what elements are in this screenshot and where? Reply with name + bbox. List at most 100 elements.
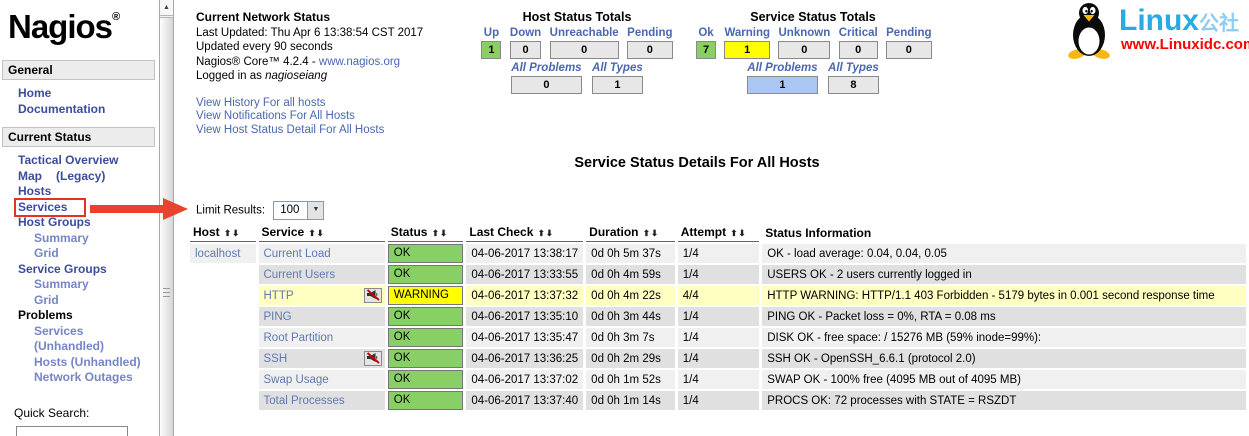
- sidebar-item-service-groups[interactable]: Service Groups: [18, 261, 107, 276]
- status-information: OK - load average: 0.04, 0.04, 0.05: [762, 244, 1246, 263]
- sidebar-item-servicegroup-summary[interactable]: Summary: [34, 277, 89, 291]
- host-down-link[interactable]: Down: [509, 27, 542, 39]
- quick-search-input[interactable]: [16, 425, 128, 436]
- service-link[interactable]: PING: [258, 307, 385, 326]
- host-all-types-count[interactable]: 1: [592, 76, 643, 94]
- limit-results: Limit Results: 100 ▼: [196, 201, 325, 220]
- brand-url[interactable]: www.Linuxidc.com: [1121, 36, 1249, 53]
- last-check: 04-06-2017 13:35:47: [466, 328, 584, 347]
- attempt: 1/4: [677, 244, 760, 263]
- table-row: Swap Usage OK 04-06-2017 13:37:02 0d 0h …: [190, 370, 1246, 389]
- attempt: 1/4: [677, 370, 760, 389]
- host-status-totals: Host Status Totals Up 1 Down 0 Unreachable…: [464, 10, 690, 94]
- sidebar-item-network-outages[interactable]: Network Outages: [34, 370, 133, 384]
- sort-descending-icon[interactable]: ⬇: [232, 228, 240, 238]
- service-all-types-link[interactable]: All Types: [828, 62, 879, 74]
- service-link[interactable]: HTTP: [258, 286, 385, 305]
- sidebar-item-host-groups[interactable]: Host Groups: [18, 215, 91, 229]
- view-host-status-link[interactable]: View Host Status Detail For All Hosts: [196, 123, 385, 136]
- scrollbar-thumb[interactable]: [160, 17, 173, 436]
- service-critical-count[interactable]: 0: [838, 41, 878, 59]
- host-down-count[interactable]: 0: [509, 41, 542, 59]
- sort-ascending-icon[interactable]: ⬆: [224, 228, 232, 238]
- host-pending-link[interactable]: Pending: [627, 27, 673, 39]
- sidebar-item-map-legacy[interactable]: Map (Legacy): [18, 168, 106, 183]
- service-unknown-link[interactable]: Unknown: [778, 27, 831, 39]
- service-ok-link[interactable]: Ok: [698, 27, 714, 39]
- sort-ascending-icon[interactable]: ⬆: [431, 228, 439, 238]
- sort-ascending-icon[interactable]: ⬆: [537, 228, 545, 238]
- service-unknown-count[interactable]: 0: [778, 41, 831, 59]
- service-pending-count[interactable]: 0: [886, 41, 932, 59]
- host-link[interactable]: localhost: [190, 244, 256, 263]
- service-link[interactable]: Current Load: [258, 244, 385, 263]
- service-critical-link[interactable]: Critical: [838, 27, 878, 39]
- col-header-status: Status ⬆⬇: [387, 224, 464, 242]
- last-check: 04-06-2017 13:35:10: [466, 307, 584, 326]
- service-all-problems-count[interactable]: 1: [747, 76, 818, 94]
- view-notifications-link[interactable]: View Notifications For All Hosts: [196, 110, 355, 122]
- sidebar-item-hosts-unhandled[interactable]: Hosts (Unhandled): [34, 354, 141, 369]
- host-unreachable-link[interactable]: Unreachable: [549, 27, 619, 39]
- sidebar-item-services[interactable]: Services: [18, 199, 68, 214]
- table-row: Root Partition OK 04-06-2017 13:35:47 0d…: [190, 328, 1246, 347]
- host-all-problems-count[interactable]: 0: [511, 76, 582, 94]
- sort-descending-icon[interactable]: ⬇: [650, 228, 659, 238]
- status-badge: OK: [387, 391, 464, 410]
- nagios-org-link[interactable]: www.nagios.org: [318, 55, 401, 68]
- main-content: Current Network Status Last Updated: Thu…: [174, 0, 1249, 436]
- scrollbar-up-button[interactable]: ▲: [160, 0, 173, 16]
- network-status-panel: Current Network Status Last Updated: Thu…: [196, 10, 468, 137]
- sidebar-item-tactical-overview[interactable]: Tactical Overview: [18, 153, 119, 167]
- logged-in-text: Logged in as nagioseiang: [196, 70, 328, 82]
- host-up-link[interactable]: Up: [483, 27, 500, 39]
- host-cell-empty: [190, 265, 256, 284]
- sort-descending-icon[interactable]: ⬇: [738, 228, 746, 238]
- sidebar-item-hosts[interactable]: Hosts: [18, 184, 52, 198]
- host-up-count[interactable]: 1: [481, 41, 502, 59]
- sort-descending-icon[interactable]: ⬇: [439, 228, 448, 238]
- sidebar-item-hostgroup-grid[interactable]: Grid: [34, 246, 59, 260]
- service-link[interactable]: SSH: [258, 349, 385, 368]
- sidebar-section-current-status: Current Status: [2, 127, 155, 147]
- view-history-link[interactable]: View History For all hosts: [196, 96, 326, 109]
- limit-results-select[interactable]: 100 ▼: [273, 201, 325, 220]
- service-link[interactable]: Swap Usage: [258, 370, 385, 389]
- last-check: 04-06-2017 13:38:17: [466, 244, 584, 263]
- dropdown-arrow-icon[interactable]: ▼: [307, 202, 324, 219]
- service-status-table: Host ⬆⬇ Service ⬆⬇ Status ⬆⬇ Last Check …: [187, 222, 1249, 412]
- sidebar-item-services-unhandled[interactable]: Services (Unhandled): [34, 323, 104, 354]
- service-ok-count[interactable]: 7: [696, 41, 716, 59]
- host-unreachable-count[interactable]: 0: [549, 41, 619, 59]
- status-information: SSH OK - OpenSSH_6.6.1 (protocol 2.0): [762, 349, 1246, 368]
- service-all-types-count[interactable]: 8: [828, 76, 879, 94]
- duration: 0d 0h 2m 29s: [586, 349, 675, 368]
- service-warning-link[interactable]: Warning: [724, 27, 771, 39]
- sort-descending-icon[interactable]: ⬇: [545, 228, 553, 238]
- notifications-disabled-icon[interactable]: [363, 288, 382, 303]
- sort-ascending-icon[interactable]: ⬆: [642, 228, 650, 238]
- sort-ascending-icon[interactable]: ⬆: [308, 228, 316, 238]
- service-link[interactable]: Current Users: [258, 265, 385, 284]
- service-link[interactable]: Total Processes: [258, 391, 385, 410]
- sidebar-item-servicegroup-grid[interactable]: Grid: [34, 292, 59, 307]
- sidebar: Nagios® General Home Documentation Curre…: [0, 0, 159, 436]
- sidebar-item-hostgroup-summary[interactable]: Summary: [34, 230, 89, 245]
- service-link[interactable]: Root Partition: [258, 328, 385, 347]
- service-pending-link[interactable]: Pending: [886, 27, 932, 39]
- status-badge: OK: [387, 244, 464, 263]
- brand-name: Linux: [1119, 4, 1199, 37]
- host-all-problems-link[interactable]: All Problems: [511, 62, 582, 74]
- host-all-types-link[interactable]: All Types: [592, 62, 643, 74]
- sort-ascending-icon[interactable]: ⬆: [730, 228, 738, 238]
- sidebar-item-documentation[interactable]: Documentation: [18, 101, 106, 116]
- notifications-disabled-icon[interactable]: [363, 351, 382, 366]
- sort-descending-icon[interactable]: ⬇: [316, 228, 324, 238]
- host-pending-count[interactable]: 0: [627, 41, 673, 59]
- service-warning-count[interactable]: 1: [724, 41, 771, 59]
- service-all-problems-link[interactable]: All Problems: [747, 62, 818, 74]
- host-cell-empty: [190, 328, 256, 347]
- status-information: DISK OK - free space: / 15276 MB (59% in…: [762, 328, 1246, 347]
- sidebar-item-home[interactable]: Home: [18, 86, 52, 100]
- table-row: SSH OK 04-06-2017 13:36:25 0d 0h 2m 29s …: [190, 349, 1246, 368]
